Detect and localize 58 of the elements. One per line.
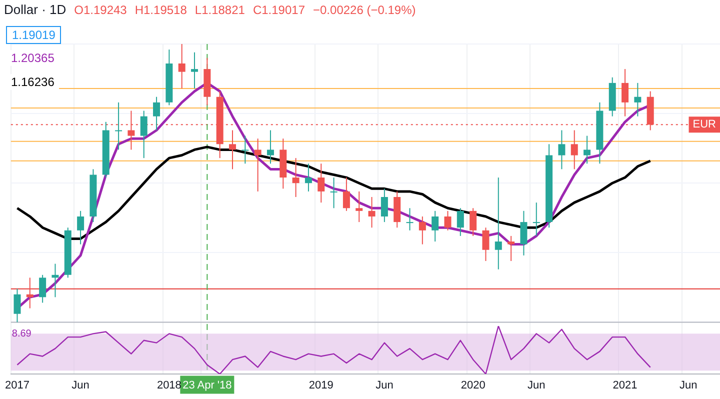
text: 1.19019 <box>6 26 62 44</box>
candlestick <box>380 188 388 223</box>
x-tick-label: 2017 <box>4 379 30 392</box>
candlestick <box>482 227 490 262</box>
candlestick <box>356 190 363 223</box>
candlestick <box>570 130 578 170</box>
candlestick <box>494 177 502 270</box>
candlestick <box>52 263 59 298</box>
candlestick <box>115 102 122 150</box>
candlestick <box>292 158 300 198</box>
candlestick <box>406 208 414 231</box>
x-tick-label: Jun <box>376 379 394 392</box>
text: H1.19518 <box>134 2 187 16</box>
candlestick <box>77 210 84 245</box>
candlestick <box>622 68 629 117</box>
candlestick <box>254 138 262 192</box>
candlestick <box>266 130 274 164</box>
candlestick <box>318 163 325 204</box>
candlestick <box>584 135 591 164</box>
candlestick <box>508 235 515 262</box>
x-tick-label: Jun <box>528 379 546 392</box>
x-tick-label: 2020 <box>460 379 486 392</box>
candlestick <box>14 288 21 323</box>
annotation: 1.20365 <box>6 50 60 66</box>
candlestick <box>140 110 148 159</box>
candlestick <box>342 177 350 212</box>
candlestick <box>228 130 236 170</box>
candlestick <box>330 177 338 209</box>
x-tick-label: 2019 <box>308 379 334 392</box>
candlestick <box>153 96 160 131</box>
candlestick <box>368 196 376 228</box>
candlestick <box>242 135 249 164</box>
x-tick-label: Jun <box>679 379 698 392</box>
candlestick <box>470 208 477 236</box>
candlestick <box>191 52 198 90</box>
x-tick-label: 23 Apr '18 <box>182 379 232 392</box>
chart-title: Dollar · 1D <box>4 2 66 17</box>
candlestick <box>178 44 186 90</box>
candlestick <box>39 274 46 304</box>
candlestick <box>444 210 452 231</box>
candlestick <box>558 130 566 170</box>
x-tick-label: 2021 <box>612 379 638 392</box>
candlestick <box>456 208 464 236</box>
candlestick <box>532 202 540 236</box>
annotation: 8.69 <box>12 328 32 340</box>
text: O1.19243 <box>74 2 127 16</box>
candlestick <box>418 216 426 245</box>
candlestick <box>304 163 312 192</box>
candlestick <box>520 210 528 256</box>
ref-line-label: EUR <box>692 118 716 131</box>
x-tick-label: Jun <box>72 379 90 392</box>
text: −0.00226 (−0.19%) <box>313 2 416 16</box>
text: C1.19017 <box>252 2 305 16</box>
candlestick <box>432 210 439 242</box>
annotation: 1.16236 <box>6 74 60 90</box>
text: L1.18821 <box>194 2 245 16</box>
candlestick <box>26 277 34 309</box>
candlestick <box>634 82 642 117</box>
